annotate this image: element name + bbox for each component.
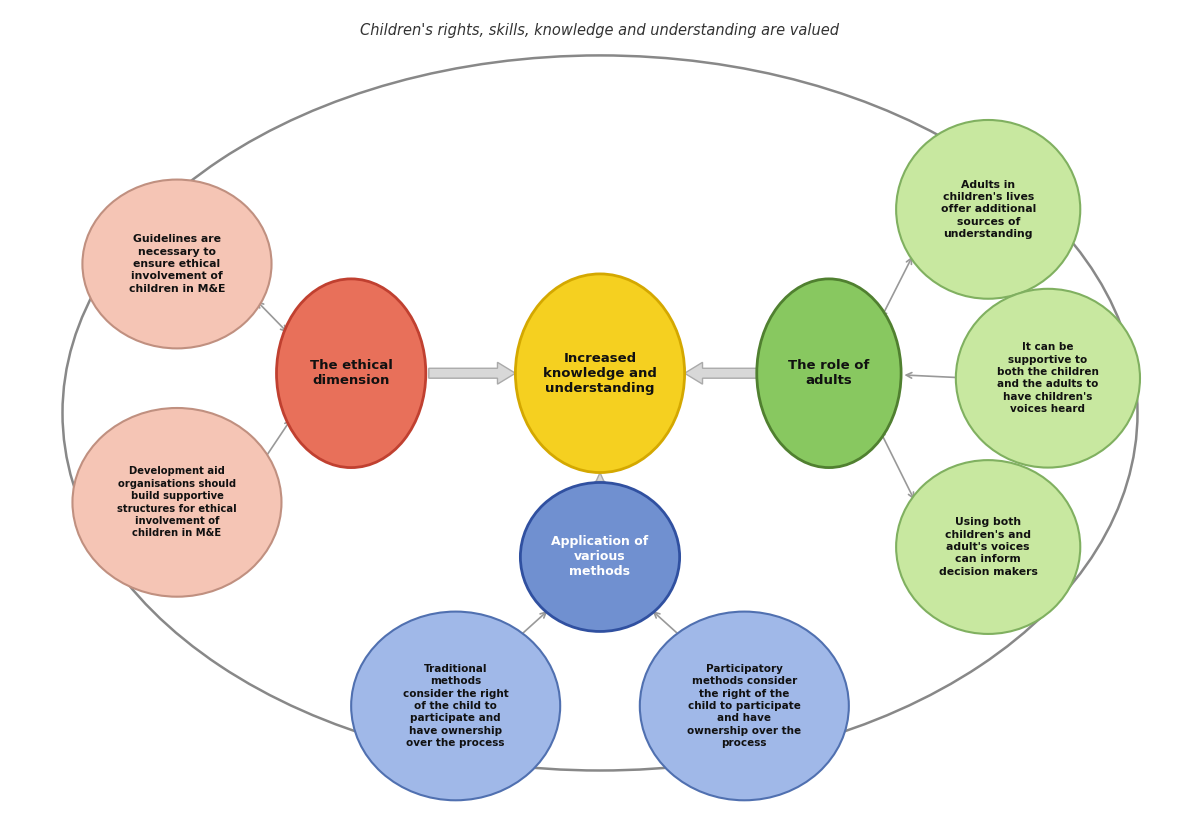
Text: Application of
various
methods: Application of various methods [551,536,649,579]
Ellipse shape [956,289,1140,467]
Ellipse shape [757,279,901,467]
Ellipse shape [515,274,685,472]
Ellipse shape [276,279,426,467]
Text: Adults in
children's lives
offer additional
sources of
understanding: Adults in children's lives offer additio… [941,180,1036,239]
Ellipse shape [896,120,1080,298]
Text: It can be
supportive to
both the children
and the adults to
have children's
voic: It can be supportive to both the childre… [997,342,1099,414]
Text: Using both
children's and
adult's voices
can inform
decision makers: Using both children's and adult's voices… [938,517,1038,577]
Text: Participatory
methods consider
the right of the
child to participate
and have
ow: Participatory methods consider the right… [688,663,802,748]
Ellipse shape [640,611,848,800]
Ellipse shape [521,482,679,632]
FancyArrow shape [428,363,515,385]
Ellipse shape [896,460,1080,634]
FancyArrow shape [589,472,611,498]
Text: Guidelines are
necessary to
ensure ethical
involvement of
children in M&E: Guidelines are necessary to ensure ethic… [128,234,226,293]
Ellipse shape [352,611,560,800]
Text: Traditional
methods
consider the right
of the child to
participate and
have owne: Traditional methods consider the right o… [403,663,509,748]
Ellipse shape [62,55,1138,771]
Text: Children's rights, skills, knowledge and understanding are valued: Children's rights, skills, knowledge and… [360,23,840,38]
FancyArrow shape [685,363,757,385]
Ellipse shape [83,180,271,349]
Text: Increased
knowledge and
understanding: Increased knowledge and understanding [544,352,656,395]
Text: The ethical
dimension: The ethical dimension [310,359,392,387]
Ellipse shape [72,408,282,597]
Text: Development aid
organisations should
build supportive
structures for ethical
inv: Development aid organisations should bui… [118,467,236,538]
Text: The role of
adults: The role of adults [788,359,870,387]
